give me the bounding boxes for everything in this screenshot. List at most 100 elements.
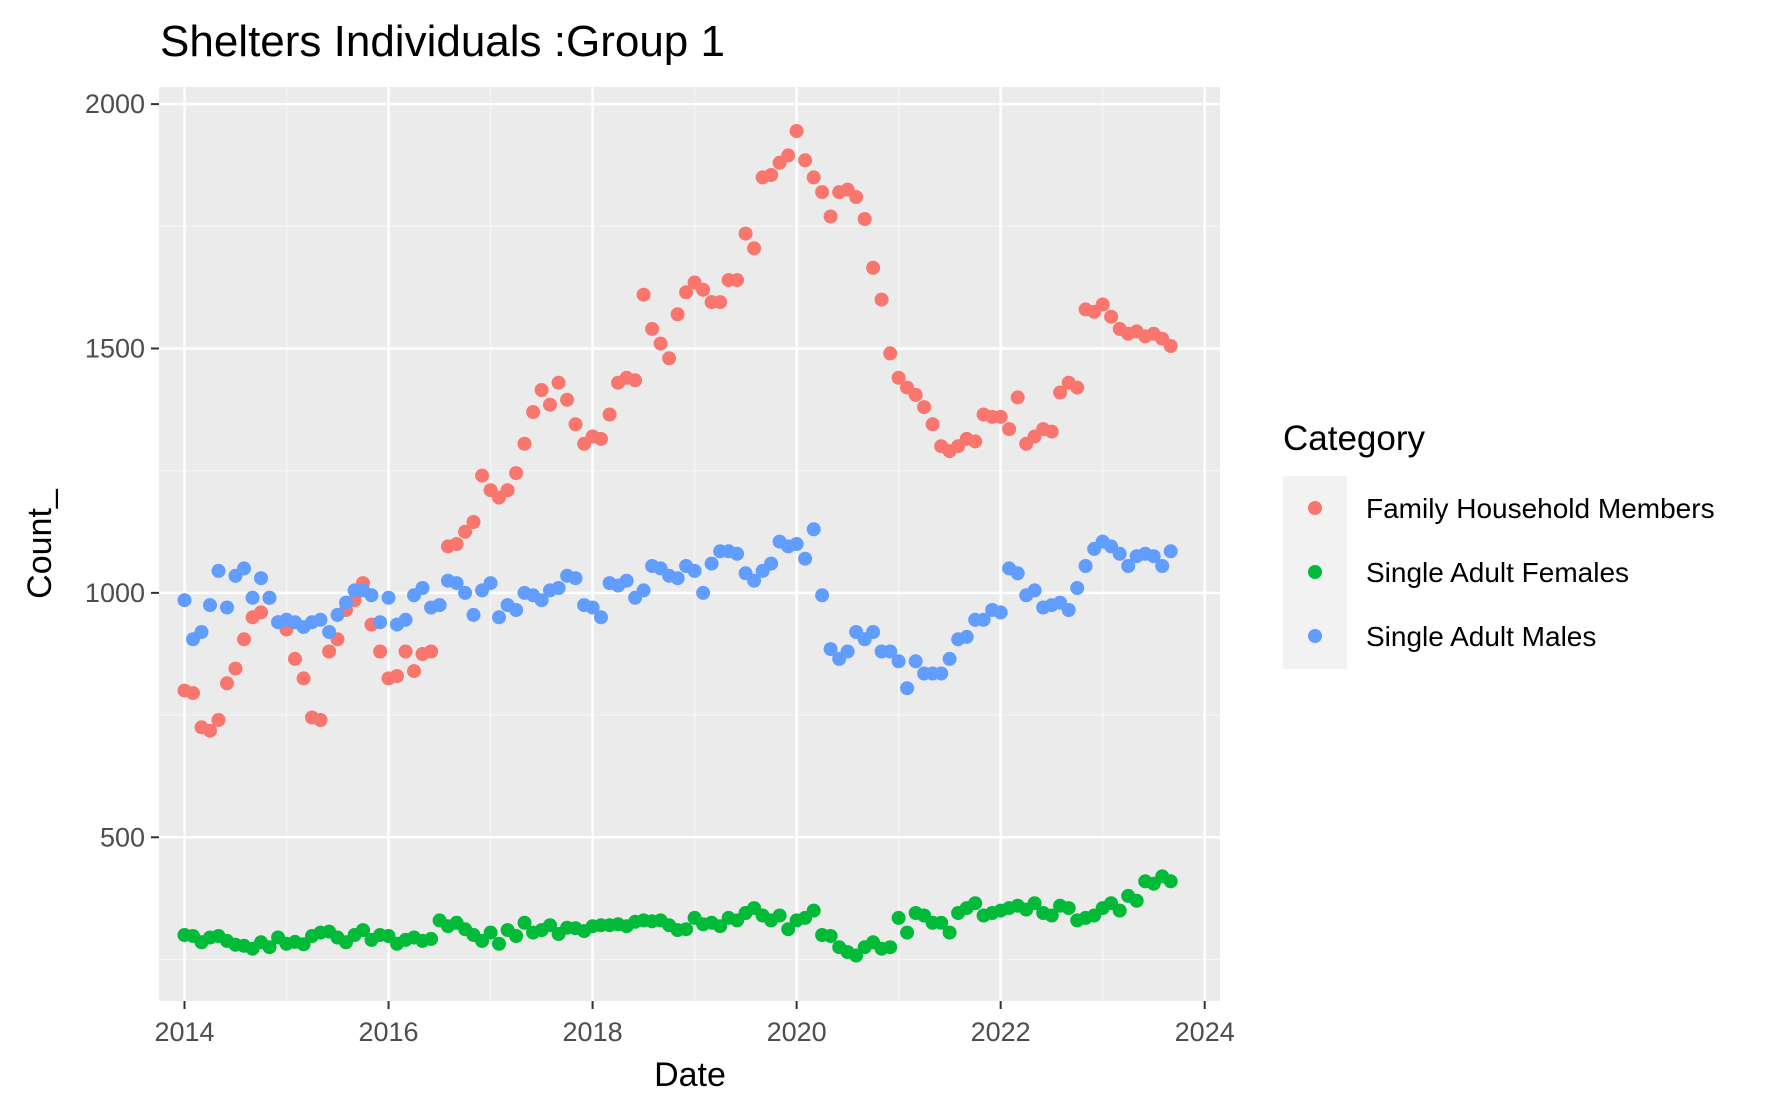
data-point-single-adult-males [322, 625, 337, 639]
data-point-family-household-members [560, 392, 575, 407]
data-point-family-household-members [228, 661, 243, 676]
data-point-family-household-members [917, 400, 932, 415]
data-point-family-household-members [373, 644, 388, 659]
data-point-family-household-members [747, 241, 762, 256]
data-point-single-adult-males [908, 654, 923, 669]
data-point-family-household-members [798, 153, 813, 168]
data-point-single-adult-males [415, 581, 430, 595]
data-point-single-adult-males [815, 588, 830, 603]
minor-gridlines [159, 87, 1220, 1001]
data-point-single-adult-males [534, 593, 549, 608]
data-point-single-adult-males [670, 571, 685, 586]
data-point-single-adult-males [194, 625, 209, 639]
y-tick-label: 1500 [85, 333, 145, 363]
data-point-single-adult-males [509, 603, 524, 617]
data-point-single-adult-females [1112, 903, 1127, 918]
legend-label-single-adult-males: Single Adult Males [1366, 621, 1596, 652]
data-point-family-household-members [806, 170, 821, 185]
data-point-single-adult-males [959, 629, 974, 644]
data-point-single-adult-males [942, 651, 957, 666]
data-point-single-adult-males [866, 625, 881, 639]
data-point-family-household-members [500, 483, 515, 498]
data-point-family-household-members [628, 373, 643, 388]
data-point-family-household-members [993, 409, 1008, 424]
x-tick-label: 2016 [359, 1017, 419, 1047]
data-point-family-household-members [849, 190, 864, 204]
data-point-single-adult-females [1163, 874, 1178, 889]
data-point-family-household-members [449, 537, 464, 551]
data-point-single-adult-males [696, 585, 711, 600]
data-point-family-household-members [203, 723, 217, 738]
data-point-family-household-members [866, 260, 881, 275]
data-point-family-household-members [653, 336, 668, 351]
data-point-family-household-members [254, 605, 268, 620]
x-tick-label: 2024 [1175, 1017, 1235, 1047]
data-point-family-household-members [509, 466, 524, 481]
data-point-single-adult-males [364, 588, 379, 603]
data-point-family-household-members [1070, 380, 1085, 395]
data-point-single-adult-females [823, 929, 838, 943]
data-point-family-household-members [543, 397, 557, 412]
series-single-adult-males [177, 522, 1178, 696]
legend-title: Category [1283, 419, 1426, 458]
data-point-family-household-members [398, 644, 413, 659]
data-point-family-household-members [874, 292, 889, 307]
y-tick-label: 500 [100, 822, 145, 852]
data-point-single-adult-males [398, 612, 413, 627]
data-point-single-adult-males [934, 666, 949, 681]
data-point-single-adult-females [262, 940, 277, 955]
data-point-family-household-members [662, 351, 677, 366]
data-point-family-household-members [594, 431, 608, 446]
data-point-single-adult-females [1027, 896, 1042, 911]
data-point-family-household-members [738, 226, 753, 241]
data-point-single-adult-males [1112, 546, 1127, 561]
data-point-single-adult-females [806, 903, 821, 918]
data-point-single-adult-females [883, 940, 898, 955]
data-point-family-household-members [781, 148, 796, 163]
data-point-single-adult-females [849, 948, 864, 963]
series-single-adult-females [177, 869, 1178, 963]
data-point-single-adult-males [585, 600, 600, 615]
data-point-family-household-members [602, 407, 617, 422]
data-point-single-adult-males [220, 600, 234, 615]
data-point-family-household-members [815, 185, 830, 200]
data-point-single-adult-males [466, 607, 481, 622]
data-point-family-household-members [891, 370, 906, 385]
data-point-single-adult-males [1121, 559, 1136, 573]
data-point-single-adult-males [976, 612, 991, 627]
data-point-family-household-members [883, 346, 898, 361]
data-point-family-household-members [925, 417, 940, 432]
data-point-single-adult-females [772, 908, 787, 923]
data-point-single-adult-males [177, 593, 192, 608]
data-point-single-adult-males [262, 590, 277, 605]
data-point-family-household-members [696, 282, 711, 297]
data-point-family-household-members [322, 644, 337, 659]
data-point-single-adult-females [492, 936, 506, 951]
data-point-single-adult-females [900, 925, 915, 940]
x-tick-label: 2018 [563, 1017, 623, 1047]
data-point-family-household-members [1163, 339, 1178, 353]
data-point-family-household-members [466, 515, 481, 529]
data-point-single-adult-males [203, 598, 217, 613]
data-point-single-adult-males [636, 583, 651, 598]
x-axis-title: Date [654, 1056, 726, 1094]
data-point-family-household-members [1044, 424, 1059, 439]
data-point-family-household-members [551, 375, 566, 390]
data-point-family-household-members [475, 468, 490, 483]
legend-key-single-adult-females [1308, 565, 1322, 579]
plot-panel [159, 87, 1220, 1001]
data-point-family-household-members [857, 212, 872, 226]
data-point-family-household-members [645, 321, 660, 336]
data-point-single-adult-females [1129, 893, 1144, 908]
data-point-single-adult-females [679, 922, 694, 937]
data-point-family-household-members [679, 285, 694, 300]
data-point-family-household-members [313, 713, 328, 727]
data-point-family-household-members [237, 632, 251, 647]
data-point-single-adult-males [313, 612, 328, 627]
data-point-family-household-members [186, 686, 200, 701]
legend-key-single-adult-males [1308, 629, 1322, 643]
data-point-family-household-members [1095, 297, 1110, 312]
data-point-single-adult-males [1146, 549, 1161, 564]
data-point-single-adult-males [1155, 559, 1170, 573]
